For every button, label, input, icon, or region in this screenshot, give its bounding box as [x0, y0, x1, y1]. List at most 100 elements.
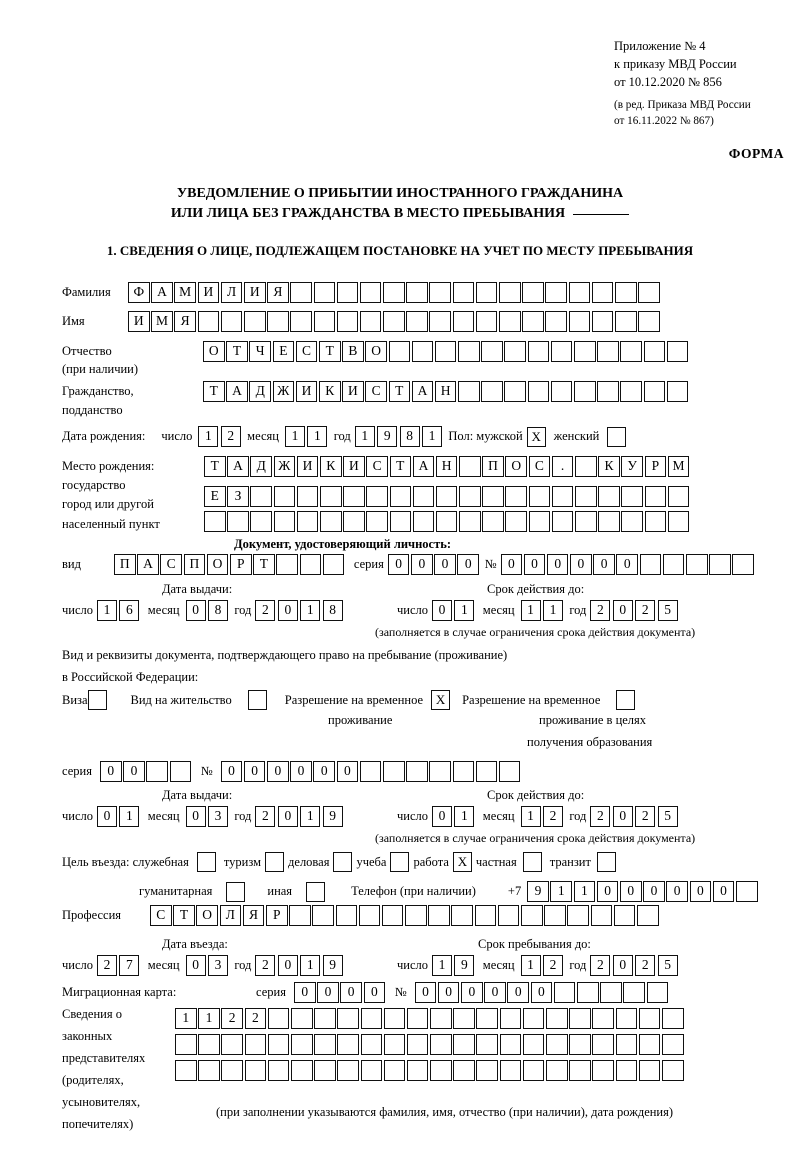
char-cell[interactable]	[666, 341, 689, 362]
char-cell[interactable]	[504, 341, 527, 362]
char-cell[interactable]	[313, 282, 336, 303]
char-cell[interactable]: 0	[500, 554, 523, 575]
char-cell[interactable]	[528, 486, 551, 507]
date-digit-cell[interactable]: 1	[97, 600, 118, 621]
char-cell[interactable]	[592, 1034, 614, 1055]
visa-checkbox[interactable]	[87, 690, 107, 710]
char-cell[interactable]	[273, 511, 296, 532]
char-cell[interactable]	[360, 1034, 383, 1055]
char-cell[interactable]	[389, 486, 412, 507]
char-cell[interactable]	[406, 1060, 429, 1081]
char-cell[interactable]	[545, 311, 567, 332]
char-cell[interactable]	[481, 381, 503, 402]
char-cell[interactable]	[406, 761, 428, 782]
char-cell[interactable]	[267, 1034, 290, 1055]
char-cell[interactable]	[453, 1008, 475, 1029]
char-cell[interactable]: Д	[249, 381, 271, 402]
char-cell[interactable]	[551, 511, 574, 532]
char-cell[interactable]	[406, 311, 428, 332]
char-cell[interactable]: 0	[99, 761, 122, 782]
char-cell[interactable]	[383, 1034, 406, 1055]
char-cell[interactable]	[615, 1060, 638, 1081]
date-digit-cell[interactable]: 5	[657, 806, 678, 827]
char-cell[interactable]	[146, 761, 168, 782]
char-cell[interactable]	[644, 486, 667, 507]
char-cell[interactable]	[389, 511, 412, 532]
char-cell[interactable]: С	[365, 381, 387, 402]
char-cell[interactable]	[475, 282, 498, 303]
char-cell[interactable]	[366, 486, 388, 507]
char-cell[interactable]: А	[226, 381, 248, 402]
char-cell[interactable]	[499, 1060, 522, 1081]
char-cell[interactable]: С	[160, 554, 182, 575]
char-cell[interactable]	[522, 1060, 545, 1081]
char-cell[interactable]	[569, 1060, 591, 1081]
char-cell[interactable]	[569, 1034, 591, 1055]
date-digit-cell[interactable]: 9	[377, 426, 398, 447]
date-digit-cell[interactable]: 0	[277, 806, 298, 827]
char-cell[interactable]: 2	[244, 1008, 267, 1029]
char-cell[interactable]	[638, 1008, 661, 1029]
date-digit-cell[interactable]: 1	[432, 955, 452, 976]
char-cell[interactable]	[643, 381, 666, 402]
char-cell[interactable]	[289, 905, 311, 926]
char-cell[interactable]	[412, 486, 435, 507]
char-cell[interactable]	[527, 341, 550, 362]
date-digit-cell[interactable]: 2	[590, 806, 611, 827]
char-cell[interactable]	[482, 486, 504, 507]
char-cell[interactable]	[597, 381, 619, 402]
char-cell[interactable]	[591, 311, 614, 332]
char-cell[interactable]: И	[197, 282, 220, 303]
date-digit-cell[interactable]: 9	[322, 806, 343, 827]
char-cell[interactable]: О	[203, 341, 225, 362]
char-cell[interactable]	[614, 311, 637, 332]
char-cell[interactable]	[482, 511, 504, 532]
char-cell[interactable]: 0	[570, 554, 592, 575]
char-cell[interactable]	[405, 905, 427, 926]
char-cell[interactable]: Ф	[128, 282, 150, 303]
char-cell[interactable]	[312, 905, 334, 926]
char-cell[interactable]: 1	[550, 881, 572, 902]
char-cell[interactable]	[358, 905, 381, 926]
char-cell[interactable]	[359, 282, 382, 303]
char-cell[interactable]	[429, 761, 451, 782]
char-cell[interactable]	[435, 486, 458, 507]
purpose-private-checkbox[interactable]	[522, 852, 542, 872]
char-cell[interactable]	[521, 905, 543, 926]
char-cell[interactable]	[198, 1060, 220, 1081]
char-cell[interactable]: У	[621, 456, 643, 477]
char-cell[interactable]	[499, 1034, 522, 1055]
sex-female-checkbox[interactable]	[607, 426, 627, 447]
char-cell[interactable]	[686, 554, 708, 575]
char-cell[interactable]	[597, 341, 619, 362]
char-cell[interactable]: И	[295, 381, 318, 402]
char-cell[interactable]	[276, 554, 298, 575]
date-digit-cell[interactable]: 1	[354, 426, 375, 447]
date-digit-cell[interactable]: 2	[635, 600, 656, 621]
char-cell[interactable]: Л	[219, 905, 242, 926]
date-digit-cell[interactable]: 8	[399, 426, 420, 447]
char-cell[interactable]	[522, 1034, 545, 1055]
char-cell[interactable]	[244, 1034, 267, 1055]
char-cell[interactable]	[497, 905, 520, 926]
char-cell[interactable]	[451, 905, 474, 926]
char-cell[interactable]	[498, 761, 521, 782]
date-digit-cell[interactable]: 2	[255, 600, 276, 621]
char-cell[interactable]: З	[227, 486, 249, 507]
char-cell[interactable]	[435, 511, 458, 532]
char-cell[interactable]: 0	[507, 982, 529, 1003]
char-cell[interactable]	[175, 1034, 197, 1055]
char-cell[interactable]: 0	[220, 761, 243, 782]
char-cell[interactable]: .	[551, 456, 574, 477]
char-cell[interactable]	[661, 1008, 684, 1029]
char-cell[interactable]	[553, 982, 576, 1003]
char-cell[interactable]	[592, 1008, 614, 1029]
date-digit-cell[interactable]: 0	[185, 600, 206, 621]
char-cell[interactable]: Т	[388, 381, 411, 402]
